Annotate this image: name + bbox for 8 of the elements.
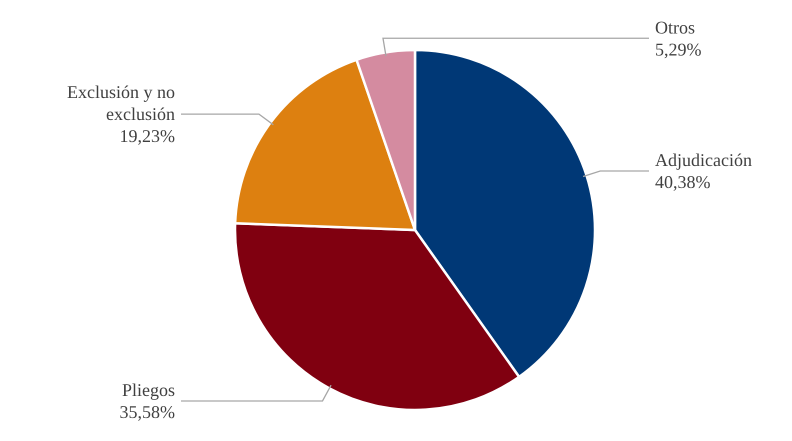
data-label: 19,23% xyxy=(120,126,175,146)
slice-label: Adjudicación xyxy=(655,150,752,170)
data-label: 5,29% xyxy=(655,39,702,60)
data-label: 40,38% xyxy=(655,172,710,192)
data-label: 35,58% xyxy=(120,402,175,422)
slice-label: Pliegos xyxy=(122,380,175,400)
slice-label: Otros xyxy=(655,17,695,38)
slice-label: Exclusión y no exclusión xyxy=(67,82,175,124)
